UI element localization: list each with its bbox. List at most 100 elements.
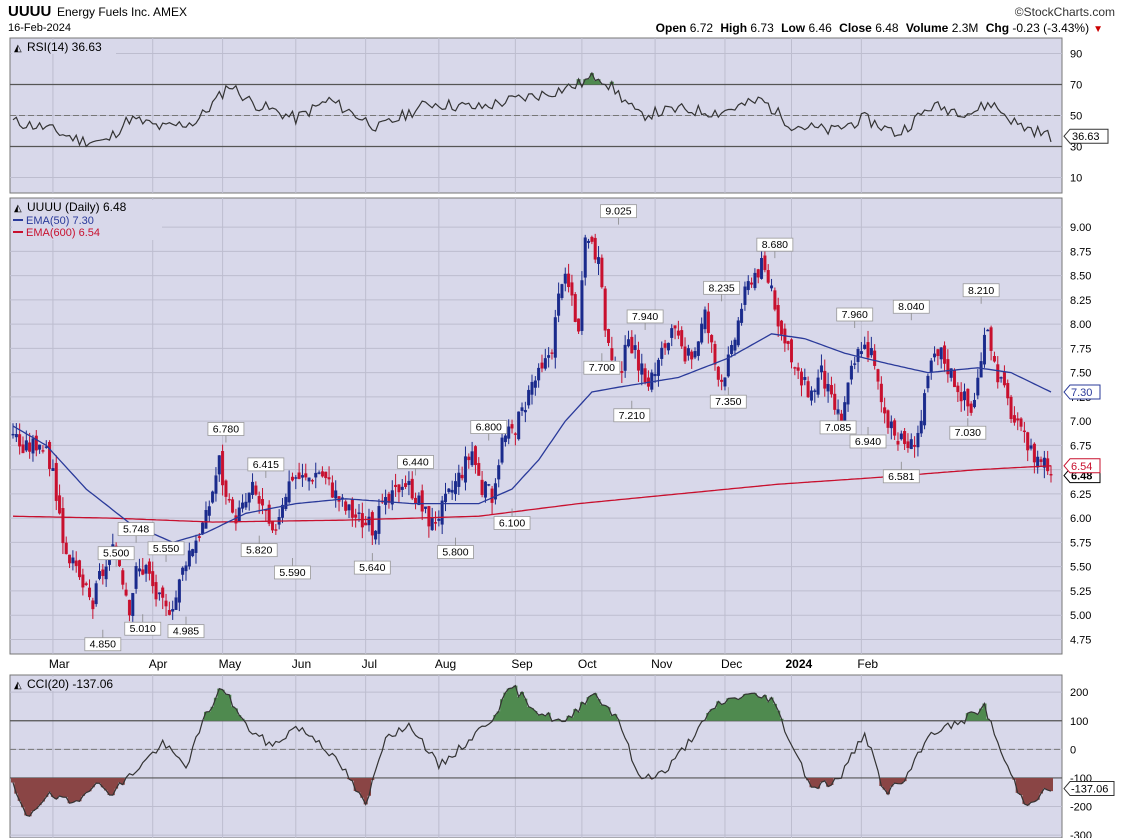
rsi-last-value: 36.63	[1072, 131, 1100, 143]
candle-body	[247, 492, 251, 503]
candle-body	[540, 362, 544, 369]
annotation-label: 5.550	[153, 543, 179, 555]
annotation-box	[117, 522, 155, 537]
candle-body	[460, 474, 464, 479]
candle-body	[18, 434, 22, 447]
candle-body	[863, 344, 867, 349]
candle-body	[297, 472, 301, 479]
candle-body	[999, 377, 1003, 379]
candle-body	[137, 568, 141, 572]
candle-body	[94, 583, 98, 605]
candle-body	[959, 392, 963, 402]
x-axis-label: Sep	[511, 657, 533, 671]
candle-body	[141, 569, 145, 575]
annotation-label: 5.500	[103, 548, 129, 560]
candle-body	[334, 490, 338, 499]
candle-body	[384, 497, 388, 505]
candle-body	[1009, 396, 1013, 420]
price-tick-label: 4.75	[1070, 634, 1091, 646]
candle-body	[889, 421, 893, 429]
annotation-label: 7.085	[825, 422, 851, 434]
close-value: 6.48	[875, 21, 899, 35]
annotation-label: 7.700	[589, 362, 615, 374]
candle-body	[134, 566, 138, 589]
candle-body	[54, 462, 58, 501]
annotation-box	[962, 283, 1000, 298]
candle-body	[24, 440, 28, 451]
candle-body	[207, 506, 211, 516]
candle-body	[982, 334, 986, 365]
rsi-line	[12, 71, 1052, 148]
candle-body	[753, 272, 757, 289]
candle-body	[344, 501, 348, 511]
price-last-value: 6.48	[1071, 471, 1092, 483]
candle-body	[643, 368, 647, 383]
candle-body	[38, 444, 42, 450]
x-axis: Mar Apr May Jun Jul Aug Sep Oct Nov Dec 2024 Feb	[49, 657, 878, 671]
candle-body	[400, 486, 404, 490]
candle-body	[607, 329, 611, 343]
candle-body	[869, 348, 873, 356]
candle-body	[480, 479, 484, 495]
candle-body	[713, 344, 717, 365]
candle-body	[640, 363, 644, 375]
close-label: Close	[839, 21, 872, 35]
candle-body	[730, 345, 734, 355]
candle-body	[473, 446, 477, 466]
candle-body	[663, 343, 667, 348]
candle-body	[557, 293, 561, 316]
candle-body	[51, 468, 55, 471]
candle-body	[636, 349, 640, 371]
candle-body	[254, 485, 258, 495]
candle-body	[227, 499, 231, 501]
price-tick-label: 7.50	[1070, 368, 1091, 380]
annotation-label: 6.800	[476, 422, 502, 434]
candle-body	[693, 351, 697, 358]
candle-body	[560, 284, 564, 299]
annotation-label: 7.350	[715, 396, 741, 408]
candle-body	[666, 342, 670, 351]
candle-body	[224, 480, 228, 497]
candle-body	[866, 342, 870, 358]
candle-body	[849, 365, 853, 380]
candle-body	[1039, 459, 1043, 462]
x-axis-label: May	[219, 657, 242, 671]
candle-body	[577, 318, 581, 332]
candle-body	[101, 569, 105, 577]
candle-body	[913, 444, 917, 447]
candle-body	[440, 500, 444, 525]
candle-body	[793, 367, 797, 369]
candle-body	[756, 269, 760, 278]
candle-body	[966, 388, 970, 407]
candle-body	[883, 407, 887, 414]
candle-body	[833, 393, 837, 410]
annotation-box	[493, 516, 531, 530]
candle-body	[750, 282, 754, 285]
candle-body	[976, 377, 980, 396]
candle-body	[174, 597, 178, 610]
annotation-label: 7.960	[842, 309, 868, 321]
candle-body	[144, 565, 148, 574]
candle-body	[919, 420, 923, 434]
candle-body	[720, 379, 724, 382]
cci-line	[12, 684, 1052, 817]
annotation-label: 8.210	[968, 285, 994, 297]
annotation-label: 8.680	[762, 239, 788, 251]
price-last-value-tag	[1063, 458, 1101, 474]
candle-body	[31, 438, 35, 454]
annotation-label: 8.235	[708, 282, 734, 294]
candle-body	[424, 506, 428, 509]
rsi-tick-label: 30	[1070, 142, 1082, 154]
candle-body	[597, 257, 601, 264]
price-tick-label: 6.75	[1070, 440, 1091, 452]
annotation-label: 5.748	[123, 524, 149, 536]
cci-overbought-fill	[204, 685, 990, 721]
candle-body	[906, 441, 910, 449]
candle-body	[939, 347, 943, 360]
candle-body	[992, 356, 996, 362]
candle-body	[14, 434, 18, 438]
price-last-value: 7.30	[1071, 387, 1092, 399]
annotation-label: 6.440	[402, 456, 428, 468]
price-tick-label: 5.75	[1070, 537, 1091, 549]
